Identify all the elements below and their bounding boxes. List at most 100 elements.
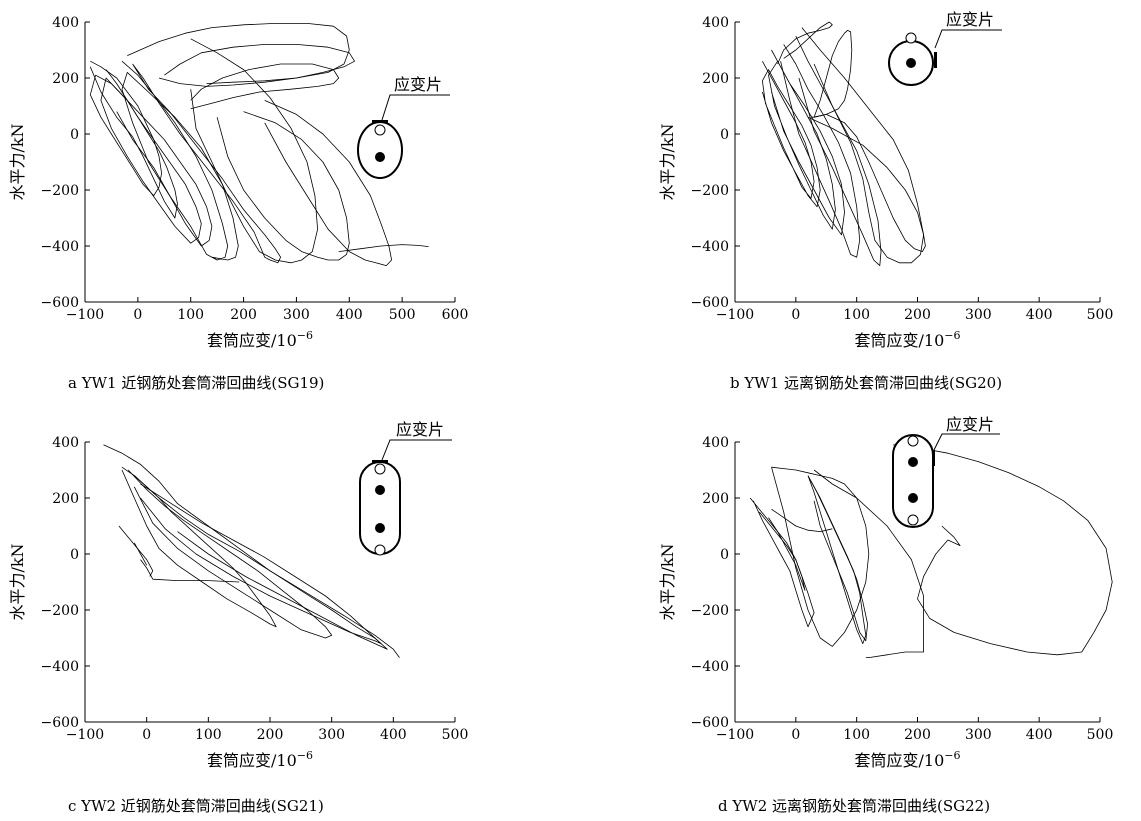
x-tick-label: 300 bbox=[965, 727, 992, 743]
strain-gauge bbox=[372, 460, 388, 463]
x-tick-label: 200 bbox=[230, 307, 257, 323]
series-line-6 bbox=[216, 111, 350, 261]
gauge-leader bbox=[933, 433, 1000, 451]
series-line-7 bbox=[813, 469, 925, 659]
caption-c: c YW2 近钢筋处套筒滞回曲线(SG21) bbox=[68, 797, 324, 815]
gauge-inset: 应变片 bbox=[359, 420, 452, 556]
x-tick-label: 400 bbox=[1026, 307, 1053, 323]
y-tick-label: −400 bbox=[41, 659, 79, 675]
series-line-4 bbox=[132, 63, 282, 264]
x-axis-label-exponent: −6 bbox=[944, 749, 960, 762]
x-tick-label: 200 bbox=[904, 307, 931, 323]
series-line-11 bbox=[190, 63, 340, 110]
x-tick-label: 0 bbox=[142, 727, 151, 743]
strain-gauge bbox=[372, 120, 388, 123]
gauge-inset: 应变片 bbox=[357, 75, 450, 179]
gauge-label: 应变片 bbox=[946, 415, 994, 434]
y-tick-label: −200 bbox=[41, 183, 79, 199]
series-line-10 bbox=[158, 44, 356, 87]
y-tick-label: 400 bbox=[52, 435, 79, 451]
x-axis-label-exponent: −6 bbox=[297, 749, 313, 762]
series-line-1 bbox=[749, 497, 815, 628]
y-axis-label: 水平力/kN bbox=[8, 543, 27, 620]
series-line-5 bbox=[140, 483, 388, 650]
y-tick-label: 200 bbox=[52, 71, 79, 87]
strain-gauge bbox=[932, 450, 935, 466]
series-group bbox=[761, 21, 926, 267]
x-tick-label: 400 bbox=[380, 727, 407, 743]
x-tick-label: 400 bbox=[1026, 727, 1053, 743]
gauge-inset: 应变片 bbox=[888, 10, 1002, 86]
x-tick-label: 0 bbox=[791, 307, 800, 323]
caption-d: d YW2 远离钢筋处套筒滞回曲线(SG22) bbox=[718, 797, 991, 815]
gauge-inset: 应变片 bbox=[892, 415, 1000, 528]
gauge-leader bbox=[381, 94, 450, 121]
chart-b: −100 0 100 200 300 400 500 −600 −400 −200 0 200 400 套… bbox=[658, 10, 1114, 350]
x-tick-label: 300 bbox=[318, 727, 345, 743]
series-line-2 bbox=[758, 511, 806, 591]
open-circle bbox=[907, 435, 919, 447]
y-tick-label: 200 bbox=[702, 71, 729, 87]
series-line-5 bbox=[810, 481, 869, 642]
series-line-6 bbox=[118, 525, 154, 577]
caption-a: a YW1 近钢筋处套筒滞回曲线(SG19) bbox=[68, 374, 325, 392]
x-tick-label: 500 bbox=[1087, 307, 1114, 323]
x-tick-label: −100 bbox=[716, 727, 754, 743]
x-tick-label: 300 bbox=[283, 307, 310, 323]
x-axis-label-exponent: −6 bbox=[944, 329, 960, 342]
y-tick-label: −400 bbox=[41, 239, 79, 255]
series-line-3 bbox=[127, 469, 333, 639]
y-axis-label: 水平力/kN bbox=[658, 543, 677, 620]
gauge-label: 应变片 bbox=[394, 75, 442, 94]
gauge-leader bbox=[381, 439, 452, 461]
open-circle bbox=[374, 544, 386, 556]
open-circle bbox=[374, 124, 386, 136]
y-tick-label: −200 bbox=[41, 603, 79, 619]
y-axis-label: 水平力/kN bbox=[8, 123, 27, 200]
sleeve-outline bbox=[359, 461, 401, 555]
x-tick-label: 500 bbox=[442, 727, 469, 743]
series-group bbox=[103, 444, 400, 658]
rebar-dot bbox=[375, 152, 385, 162]
chart-d: −100 0 100 200 300 400 500 −600 −400 −200 0 200 400 套… bbox=[658, 415, 1113, 770]
y-tick-label: −600 bbox=[41, 295, 79, 311]
y-axis-label: 水平力/kN bbox=[658, 123, 677, 200]
rebar-dot bbox=[908, 493, 918, 503]
panel-c: −100 0 100 200 300 400 500 −600 −400 −200 0 200 400 套… bbox=[0, 410, 570, 780]
y-tick-label: 200 bbox=[52, 491, 79, 507]
series-line-7 bbox=[133, 542, 148, 566]
x-axis-label: 套筒应变/10−6 bbox=[855, 749, 961, 770]
y-tick-label: 200 bbox=[702, 491, 729, 507]
panel-d: −100 0 100 200 300 400 500 −600 −400 −200 0 200 400 套… bbox=[570, 410, 1141, 780]
series-line-2 bbox=[121, 466, 277, 628]
x-tick-label: −100 bbox=[66, 307, 104, 323]
rebar-dot bbox=[908, 457, 918, 467]
open-circle bbox=[905, 32, 917, 44]
series-line-8 bbox=[777, 21, 833, 65]
x-axis-label-exponent: −6 bbox=[297, 329, 313, 342]
x-tick-label: 200 bbox=[257, 727, 284, 743]
series-line-5 bbox=[190, 38, 319, 264]
open-circle bbox=[907, 514, 919, 526]
chart-c: −100 0 100 200 300 400 500 −600 −400 −200 0 200 400 套… bbox=[8, 420, 469, 770]
y-tick-label: 0 bbox=[720, 547, 729, 563]
y-tick-label: −400 bbox=[691, 239, 729, 255]
series-line-8 bbox=[140, 559, 240, 583]
x-tick-label: 100 bbox=[843, 727, 870, 743]
y-tick-label: −600 bbox=[691, 295, 729, 311]
series-line-3 bbox=[780, 44, 861, 258]
y-tick-label: 0 bbox=[720, 127, 729, 143]
x-tick-label: 100 bbox=[177, 307, 204, 323]
x-tick-label: −100 bbox=[716, 307, 754, 323]
series-line-1 bbox=[761, 61, 821, 208]
x-tick-label: 200 bbox=[904, 727, 931, 743]
series-line-6 bbox=[807, 114, 926, 253]
panel-a: −100 0 100 200 300 400 500 600 −600 −400 −200 0 200 4… bbox=[0, 0, 570, 400]
y-tick-label: 0 bbox=[70, 547, 79, 563]
series-line-3 bbox=[121, 60, 239, 261]
gauge-label: 应变片 bbox=[396, 420, 444, 439]
rebar-dot bbox=[375, 485, 385, 495]
y-tick-label: −600 bbox=[41, 715, 79, 731]
gauge-leader bbox=[934, 29, 1002, 49]
x-tick-label: 0 bbox=[133, 307, 142, 323]
